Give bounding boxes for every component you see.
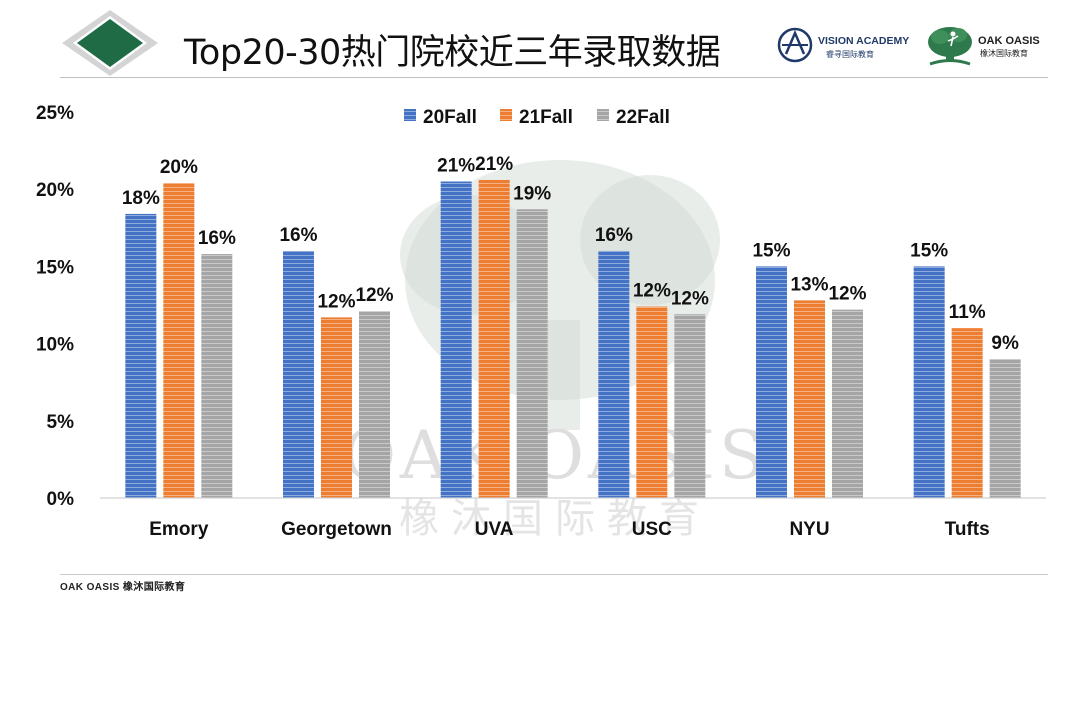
- vision-academy-logo: VISION ACADEMY 睿寻国际教育: [777, 27, 909, 63]
- bar-22fall-georgetown: [359, 311, 390, 498]
- legend-label: 22Fall: [616, 107, 670, 128]
- footer-divider: [60, 574, 1048, 575]
- bar-20fall-usc: [598, 250, 630, 498]
- data-label: 15%: [752, 240, 790, 261]
- bar-22fall-tufts: [989, 359, 1021, 498]
- data-labels: 18%20%16% 16%12% 12%21% 21%19%16%12% 12%15%1…: [122, 154, 1019, 354]
- data-label: 15%: [910, 240, 948, 261]
- bar-22fall-emory: [201, 254, 233, 498]
- category-label: USC: [632, 519, 672, 540]
- bars: [125, 179, 1021, 499]
- data-label: 16%: [279, 225, 317, 246]
- legend-swatch: [500, 109, 512, 121]
- data-label: 12%: [355, 285, 393, 306]
- bar-20fall-georgetown: [283, 250, 314, 498]
- legend-swatch: [404, 109, 416, 121]
- bar-21fall-usc: [636, 306, 668, 498]
- bar-22fall-usc: [674, 314, 706, 498]
- data-label: 16%: [198, 228, 236, 249]
- category-label: Tufts: [945, 519, 990, 540]
- bar-20fall-emory: [125, 213, 157, 499]
- bar-20fall-tufts: [913, 266, 945, 498]
- watermark-chinese: 橡沐国际教育: [399, 496, 711, 542]
- data-label: 12%: [633, 281, 671, 302]
- legend-label: 21Fall: [519, 107, 573, 128]
- data-label: 21%: [437, 155, 475, 176]
- y-tick-label: 10%: [36, 335, 74, 356]
- y-axis-ticks: 0% 5% 10% 15% 20% 25%: [36, 103, 74, 510]
- category-label: Georgetown: [281, 519, 392, 540]
- y-tick-label: 15%: [36, 257, 74, 278]
- header-divider: [60, 77, 1048, 78]
- category-label: Emory: [149, 519, 209, 540]
- data-label: 9%: [991, 333, 1019, 354]
- vision-academy-name: VISION ACADEMY: [818, 35, 909, 47]
- bar-22fall-nyu: [832, 309, 863, 498]
- oak-oasis-name: OAK OASIS: [978, 35, 1040, 47]
- bar-21fall-emory: [163, 183, 195, 499]
- x-axis-categories: Emory Georgetown UVA USC NYU Tufts: [149, 519, 989, 540]
- bar-20fall-nyu: [756, 266, 787, 498]
- bar-21fall-georgetown: [321, 317, 352, 498]
- data-label: 20%: [160, 157, 198, 178]
- bar-21fall-tufts: [951, 328, 983, 498]
- data-label: 12%: [671, 288, 709, 309]
- y-tick-label: 20%: [36, 180, 74, 201]
- bar-22fall-uva: [516, 209, 548, 498]
- y-tick-label: 0%: [47, 489, 75, 510]
- data-label: 21%: [475, 154, 513, 175]
- data-label: 19%: [513, 183, 551, 204]
- legend-label: 20Fall: [423, 107, 477, 128]
- bar-21fall-nyu: [794, 300, 825, 498]
- category-label: NYU: [789, 519, 829, 540]
- page-title: Top20-30热门院校近三年录取数据: [184, 33, 721, 73]
- oak-oasis-logo: OAK OASIS 橡沐国际教育: [928, 27, 1040, 66]
- legend: 20Fall 21Fall 22Fall: [404, 107, 670, 128]
- y-tick-label: 5%: [47, 412, 75, 433]
- brand-diamond-logo: [62, 10, 158, 76]
- y-tick-label: 25%: [36, 103, 74, 124]
- data-label: 12%: [317, 291, 355, 312]
- data-label: 18%: [122, 188, 160, 209]
- bar-20fall-uva: [440, 181, 472, 499]
- legend-swatch: [597, 109, 609, 121]
- footer-brand: OAK OASIS 橡沐国际教育: [60, 582, 186, 593]
- data-label: 11%: [949, 302, 986, 323]
- data-label: 13%: [790, 274, 828, 295]
- vision-academy-chinese: 睿寻国际教育: [826, 49, 874, 59]
- category-label: UVA: [475, 519, 514, 540]
- oak-oasis-chinese: 橡沐国际教育: [980, 48, 1028, 58]
- bar-21fall-uva: [478, 179, 510, 498]
- data-label: 12%: [828, 284, 866, 305]
- data-label: 16%: [595, 225, 633, 246]
